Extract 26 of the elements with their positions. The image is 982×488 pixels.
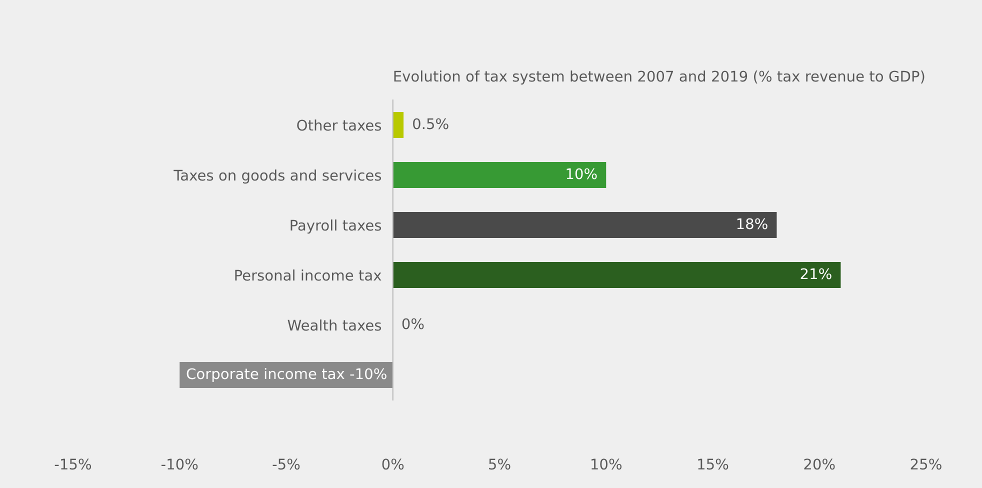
y-tick-label: Other taxes	[297, 119, 382, 131]
x-tick-label: -10%	[162, 458, 198, 470]
y-tick-label: Taxes on goods and services	[174, 169, 382, 184]
x-tick-label: 20%	[804, 458, 835, 470]
chart-title: Evolution of tax system between 2007 and 2019 (% tax revenue to GDP)	[394, 70, 924, 85]
x-tick-label: 10%	[592, 458, 622, 470]
y-tick-label: Wealth taxes	[288, 319, 382, 331]
category-label: Corporate income tax -10%	[186, 368, 386, 382]
data-label: 0.5%	[413, 118, 448, 130]
y-tick-label: Payroll taxes	[290, 219, 382, 234]
bar	[392, 162, 606, 188]
data-label: 21%	[800, 268, 832, 280]
data-label: 18%	[737, 218, 768, 230]
x-tick-label: -5%	[272, 458, 300, 470]
x-tick-label: 5%	[489, 458, 510, 470]
bar	[392, 112, 404, 138]
x-tick-label: 15%	[698, 458, 728, 470]
bar	[392, 212, 777, 238]
x-tick-label: 25%	[910, 458, 942, 470]
data-label: 10%	[566, 168, 597, 180]
x-tick-label: 0%	[382, 458, 404, 470]
bar	[180, 362, 393, 388]
y-tick-label: Personal income tax	[235, 269, 382, 281]
x-tick-label: -15%	[54, 458, 92, 470]
bar	[392, 262, 841, 288]
data-label: 0%	[402, 318, 424, 330]
